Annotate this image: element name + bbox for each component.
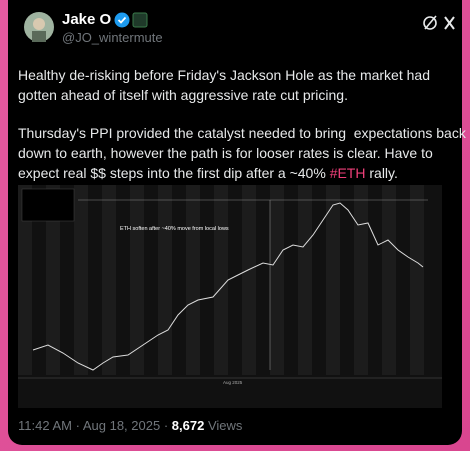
- author-handle[interactable]: @JO_wintermute: [62, 30, 163, 45]
- stripe: [382, 185, 396, 375]
- chart-annotation: ETH soften after ~40% move from local lo…: [120, 226, 229, 232]
- separator: ·: [163, 418, 169, 433]
- separator: ·: [75, 418, 80, 433]
- chart-axis-label: Aug 2025: [223, 380, 243, 385]
- stripe: [354, 185, 368, 375]
- stripe: [410, 185, 424, 375]
- text-line: expect real $$ steps into the first dip …: [18, 165, 398, 181]
- hashtag[interactable]: #ETH: [329, 165, 366, 181]
- footer: 11:42 AM · Aug 18, 2025 · 8,672 Views: [18, 418, 242, 433]
- avatar[interactable]: [24, 12, 54, 42]
- stripe: [298, 185, 312, 375]
- post-card: Jake O @JO_wintermute Healthy de-risking…: [8, 0, 466, 445]
- chart-image[interactable]: ETH soften after ~40% move from local lo…: [18, 185, 442, 408]
- badges: [114, 12, 148, 28]
- header-icons[interactable]: [422, 14, 456, 32]
- stripe: [74, 185, 88, 375]
- stripe: [102, 185, 116, 375]
- stripe: [270, 185, 284, 375]
- views-label: Views: [207, 418, 243, 433]
- text-line: Healthy de-risking before Friday's Jacks…: [18, 67, 430, 83]
- date[interactable]: Aug 18, 2025: [82, 418, 161, 433]
- stripe: [46, 185, 60, 375]
- stripe: [186, 185, 200, 375]
- author-name[interactable]: Jake O: [62, 11, 112, 28]
- time[interactable]: 11:42 AM: [18, 418, 72, 433]
- text-line: down to earth, however the path is for l…: [18, 145, 433, 161]
- stripe: [242, 185, 256, 375]
- stripe: [326, 185, 340, 375]
- views: 8,672: [171, 418, 205, 433]
- text-line: Thursday's PPI provided the catalyst nee…: [18, 125, 466, 141]
- text-line: gotten ahead of itself with aggressive r…: [18, 87, 348, 103]
- text: rally.: [365, 165, 398, 181]
- stripe: [214, 185, 228, 375]
- stripe: [18, 185, 32, 375]
- stripe: [130, 185, 144, 375]
- stripe: [158, 185, 172, 375]
- text: expect real $$ steps into the first dip …: [18, 165, 330, 181]
